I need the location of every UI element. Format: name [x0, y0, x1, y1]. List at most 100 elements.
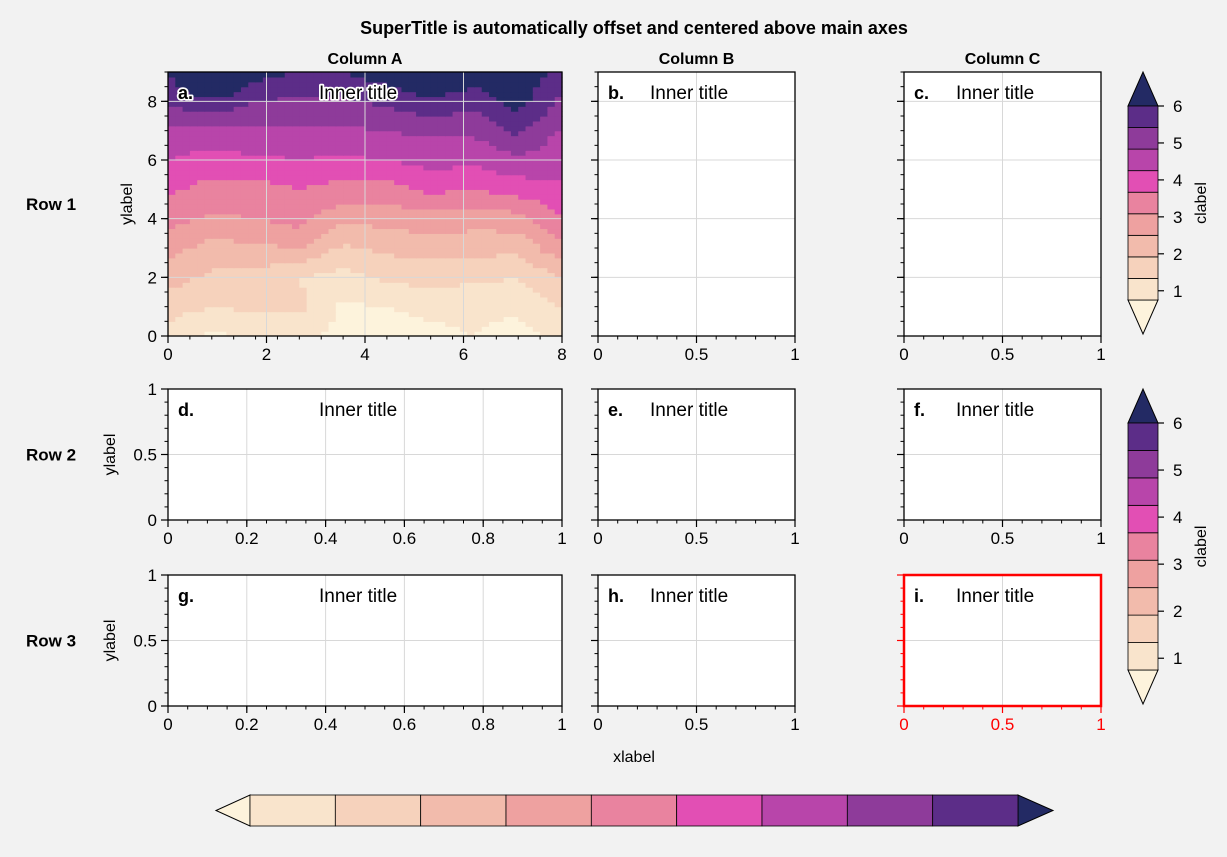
contour-cell — [292, 86, 300, 93]
contour-cell — [467, 120, 476, 127]
contour-cell — [240, 164, 249, 171]
contour-cell — [219, 116, 227, 122]
contour-cell — [335, 194, 344, 200]
contour-cell — [240, 321, 249, 327]
contour-cell — [423, 277, 432, 283]
contour-cell — [503, 125, 512, 132]
contour-cell — [416, 179, 424, 186]
contour-cell — [379, 262, 388, 269]
contour-cell — [423, 267, 432, 274]
contour-cell — [489, 208, 497, 215]
contour-cell — [240, 140, 249, 146]
contour-cell — [321, 208, 330, 215]
contour-cell — [518, 116, 527, 122]
contour-cell — [240, 160, 249, 166]
contour-cell — [248, 223, 257, 230]
contour-cell — [474, 243, 483, 249]
contour-cell — [270, 331, 279, 337]
contour-cell — [372, 287, 381, 293]
colorbar-row1-label: clabel — [1193, 182, 1210, 224]
contour-cell — [189, 272, 198, 278]
contour-cell — [379, 145, 388, 151]
contour-cell — [219, 174, 227, 181]
contour-cell — [335, 233, 344, 239]
contour-cell — [445, 292, 454, 298]
contour-cell — [423, 91, 432, 98]
contour-cell — [197, 282, 206, 288]
contour-cell — [299, 81, 308, 88]
contour-cell — [197, 252, 206, 259]
contour-cell — [372, 116, 381, 122]
contour-cell — [503, 223, 512, 230]
contour-cell — [270, 125, 279, 132]
contour-cell — [321, 169, 330, 176]
contour-cell — [525, 267, 534, 274]
contour-cell — [437, 213, 446, 220]
contour-cell — [284, 145, 293, 151]
contour-cell — [481, 252, 490, 259]
contour-cell — [328, 174, 337, 181]
contour-cell — [510, 72, 519, 78]
contour-cell — [503, 306, 512, 313]
contour-cell — [547, 140, 556, 146]
contour-cell — [525, 160, 534, 166]
contour-cell — [365, 316, 373, 322]
contour-cell — [335, 218, 344, 225]
contour-cell — [277, 326, 286, 332]
contour-cell — [496, 321, 505, 327]
contour-cell — [277, 252, 286, 259]
contour-cell — [277, 282, 286, 288]
contour-cell — [416, 282, 424, 288]
contour-cell — [204, 174, 213, 181]
contour-cell — [270, 101, 279, 107]
contour-cell — [292, 184, 300, 190]
contour-cell — [277, 106, 286, 112]
contour-cell — [408, 243, 417, 249]
contour-cell — [547, 218, 556, 225]
contour-cell — [240, 233, 249, 239]
contour-cell — [365, 311, 373, 318]
contour-cell — [277, 169, 286, 176]
contour-cell — [357, 174, 366, 181]
contour-cell — [401, 199, 410, 205]
contour-cell — [204, 248, 213, 254]
contour-cell — [182, 248, 191, 254]
contour-cell — [182, 86, 191, 93]
contour-cell — [175, 179, 184, 186]
contour-cell — [532, 248, 541, 254]
contour-cell — [277, 96, 286, 102]
contour-cell — [401, 326, 410, 332]
contour-cell — [481, 111, 490, 117]
contour-cell — [306, 184, 315, 190]
contour-cell — [372, 155, 381, 161]
contour-cell — [401, 311, 410, 318]
contour-cell — [518, 140, 527, 146]
contour-cell — [204, 116, 213, 122]
contour-cell — [379, 189, 388, 195]
contour-cell — [437, 238, 446, 244]
contour-cell — [343, 96, 352, 102]
contour-cell — [408, 189, 417, 195]
contour-cell — [204, 130, 213, 137]
contour-cell — [321, 223, 330, 230]
contour-cell — [219, 248, 227, 254]
contour-cell — [467, 111, 476, 117]
contour-cell — [226, 326, 235, 332]
contour-cell — [379, 316, 388, 322]
contour-cell — [219, 238, 227, 244]
contour-cell — [343, 130, 352, 137]
contour-cell — [481, 135, 490, 142]
contour-cell — [255, 81, 264, 88]
contour-cell — [416, 155, 424, 161]
contour-cell — [416, 243, 424, 249]
contour-cell — [452, 252, 461, 259]
contour-cell — [489, 296, 497, 303]
contour-cell — [299, 91, 308, 98]
contour-cell — [270, 140, 279, 146]
contour-cell — [277, 262, 286, 269]
contour-cell — [335, 140, 344, 146]
contour-cell — [365, 257, 373, 264]
contour-cell — [423, 96, 432, 102]
contour-cell — [335, 321, 344, 327]
contour-cell — [510, 238, 519, 244]
